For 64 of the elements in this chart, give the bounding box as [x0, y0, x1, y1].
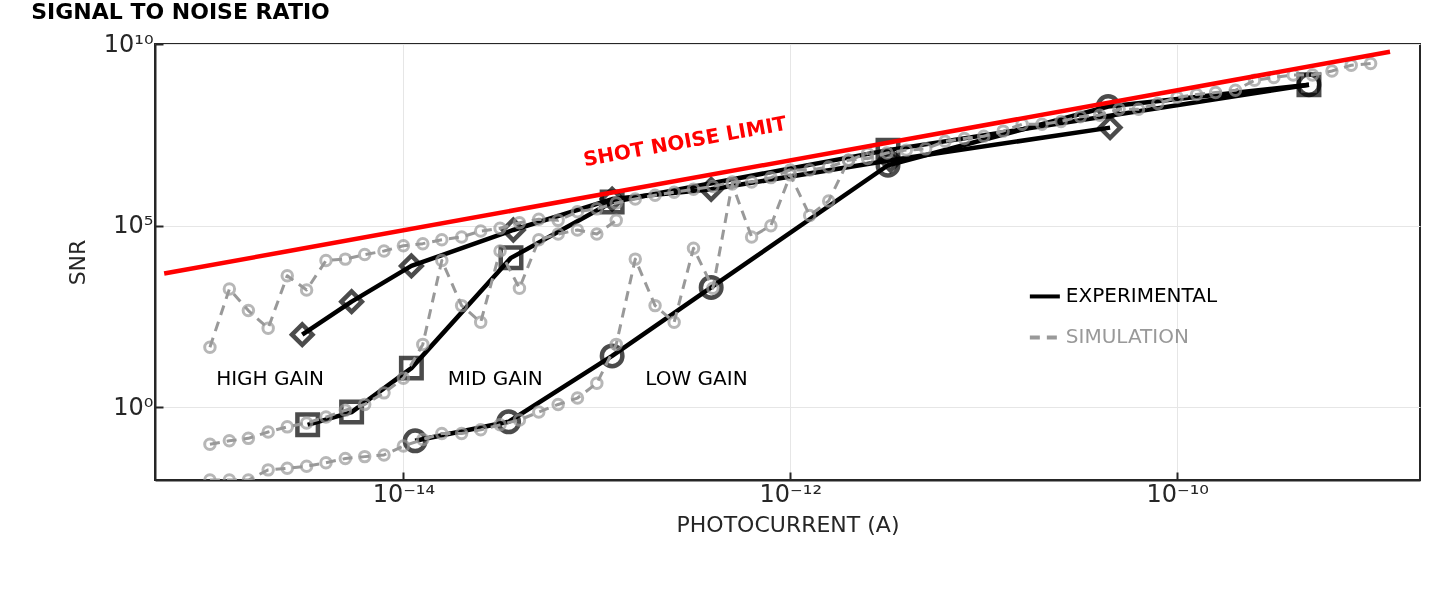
point: [338, 451, 353, 466]
y-tick-label: 10⁵: [113, 211, 154, 240]
point: [512, 281, 527, 295]
point: [435, 253, 449, 268]
point: [203, 437, 217, 451]
point: [628, 252, 643, 266]
point: [551, 397, 565, 412]
annotation: HIGH GAIN: [216, 366, 325, 391]
point: [261, 463, 275, 477]
annotation: SHOT NOISE LIMIT: [581, 110, 789, 172]
point: [319, 410, 333, 424]
point: [416, 337, 430, 352]
point: [532, 233, 546, 247]
point: [396, 439, 411, 453]
point: [473, 315, 488, 329]
x-tick-label: 10⁻¹⁰: [1146, 479, 1209, 508]
point: [454, 298, 469, 313]
point: [744, 230, 759, 244]
point: [280, 420, 294, 434]
legend-label: EXPERIMENTAL: [1065, 283, 1218, 308]
point: [532, 405, 546, 419]
point: [764, 218, 778, 233]
point: [241, 431, 256, 446]
point: [551, 227, 565, 241]
point: [299, 459, 314, 473]
point: [454, 426, 469, 441]
point: [609, 213, 623, 228]
point: [357, 397, 372, 412]
point: [725, 177, 739, 191]
x-tick-label: 10⁻¹⁴: [372, 479, 436, 508]
point: [512, 413, 527, 427]
point: [493, 244, 507, 258]
point: [590, 376, 604, 390]
point: [280, 461, 294, 476]
point: [261, 425, 275, 439]
annotation: LOW GAIN: [645, 366, 748, 391]
point: [686, 241, 701, 255]
point: [416, 432, 430, 447]
point: [841, 153, 856, 168]
point: [648, 298, 662, 313]
point: [590, 227, 604, 241]
point: [570, 223, 585, 237]
point: [821, 194, 836, 208]
point: [377, 386, 391, 400]
point: [802, 208, 817, 223]
point: [667, 315, 681, 329]
legend-label: SIMULATION: [1065, 324, 1189, 349]
point: [377, 448, 391, 462]
y-tick-label: 10¹⁰: [103, 29, 154, 58]
point: [609, 337, 623, 352]
point: [396, 371, 411, 386]
x-axis-title: PHOTOCURRENT (A): [676, 511, 900, 537]
point: [435, 426, 449, 441]
point: [493, 418, 507, 432]
point: [222, 434, 237, 448]
y-axis-title: SNR: [64, 239, 90, 286]
point: [319, 455, 333, 470]
y-tick-label: 10⁰: [113, 392, 154, 421]
point: [473, 423, 488, 437]
point: [570, 391, 585, 405]
annotation: MID GAIN: [447, 366, 543, 391]
chart-title: SIGNAL TO NOISE RATIO: [31, 0, 330, 24]
point: [357, 449, 372, 464]
x-tick-label: 10⁻¹²: [759, 479, 822, 508]
